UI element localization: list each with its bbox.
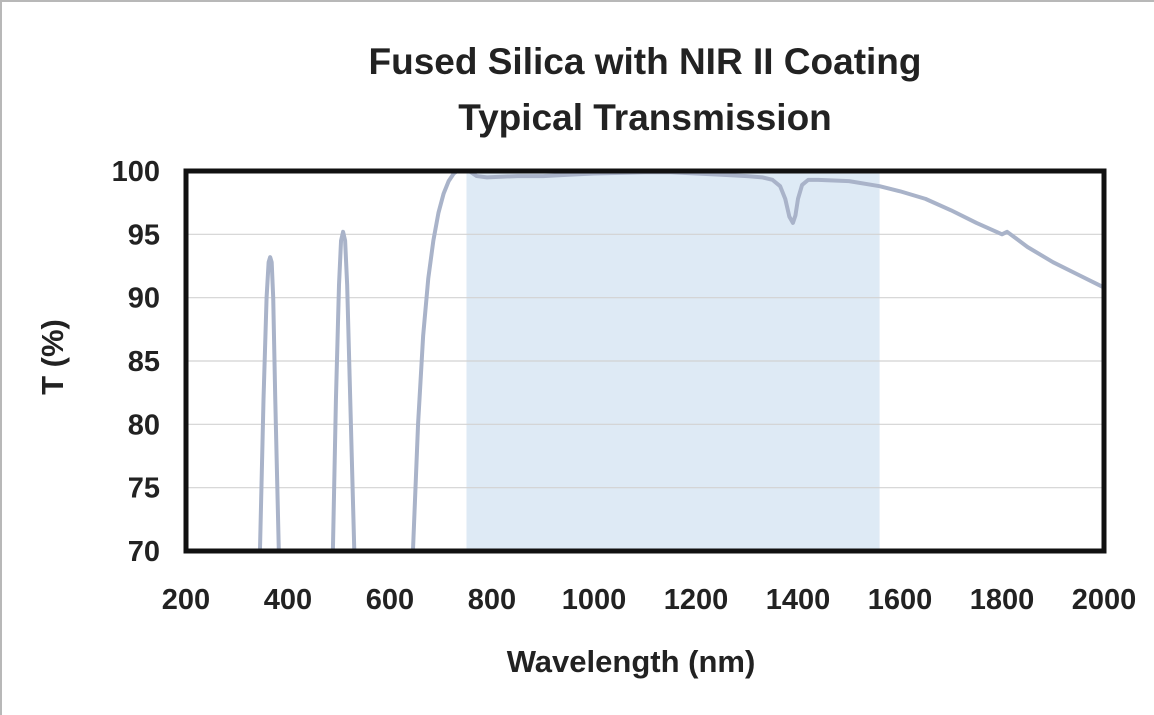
chart-subtitle: Typical Transmission xyxy=(458,97,832,138)
x-tick-label: 200 xyxy=(162,584,210,616)
transmission-curve-segment-3 xyxy=(410,171,1104,551)
y-tick-label: 90 xyxy=(128,283,160,315)
x-tick-label: 2000 xyxy=(1072,584,1137,616)
top-border xyxy=(0,0,1154,2)
x-tick-label: 1800 xyxy=(970,584,1035,616)
y-tick-label: 70 xyxy=(128,536,160,568)
y-tick-label: 100 xyxy=(112,156,160,188)
x-tick-label: 800 xyxy=(468,584,516,616)
x-tick-label: 1200 xyxy=(664,584,729,616)
y-tick-label: 95 xyxy=(128,219,160,251)
y-tick-label: 85 xyxy=(128,346,160,378)
y-axis-label: T (%) xyxy=(35,319,70,395)
x-tick-label: 1400 xyxy=(766,584,831,616)
x-tick-label: 400 xyxy=(264,584,312,616)
x-axis-label: Wavelength (nm) xyxy=(507,644,756,679)
chart-title: Fused Silica with NIR II Coating xyxy=(369,41,922,82)
x-tick-label: 1600 xyxy=(868,584,933,616)
y-tick-label: 75 xyxy=(128,473,160,505)
left-border xyxy=(0,0,2,715)
transmission-curve-segment-1 xyxy=(257,255,281,551)
y-tick-label: 80 xyxy=(128,409,160,441)
x-tick-label: 1000 xyxy=(562,584,627,616)
x-tick-label: 600 xyxy=(366,584,414,616)
plot-area-frame xyxy=(183,168,1107,554)
transmission-curve-segment-2 xyxy=(330,229,357,551)
